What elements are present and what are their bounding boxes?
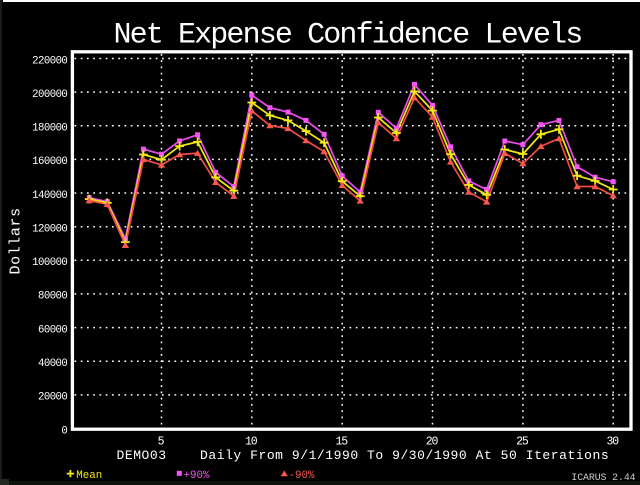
svg-text:100000: 100000 [32,257,67,269]
svg-text:20: 20 [426,436,439,449]
svg-text:30: 30 [606,436,619,449]
svg-text:160000: 160000 [32,156,67,168]
svg-text:Mean: Mean [76,470,102,482]
svg-text:Net Expense Confidence Levels: Net Expense Confidence Levels [114,19,582,53]
svg-text:40000: 40000 [38,358,67,370]
svg-text:80000: 80000 [38,291,67,303]
svg-text:200000: 200000 [32,89,67,101]
svg-text:Dollars: Dollars [8,207,25,274]
svg-text:5: 5 [158,436,165,449]
svg-text:10: 10 [245,436,258,449]
svg-text:-90%: -90% [289,470,315,482]
svg-text:60000: 60000 [38,324,67,336]
svg-text:ICARUS 2.44: ICARUS 2.44 [571,472,635,483]
svg-text:220000: 220000 [32,55,67,67]
svg-text:25: 25 [516,436,529,449]
svg-text:20000: 20000 [38,392,67,404]
svg-text:140000: 140000 [32,190,67,202]
svg-text:+90%: +90% [184,470,210,482]
svg-text:DEMO03 Daily From 9/1/1990: DEMO03 Daily From 9/1/1990 To 9/30/1990 … [117,448,610,463]
svg-text:180000: 180000 [32,123,67,135]
svg-text:120000: 120000 [32,224,67,236]
svg-text:15: 15 [335,436,348,449]
svg-text:0: 0 [61,425,67,437]
